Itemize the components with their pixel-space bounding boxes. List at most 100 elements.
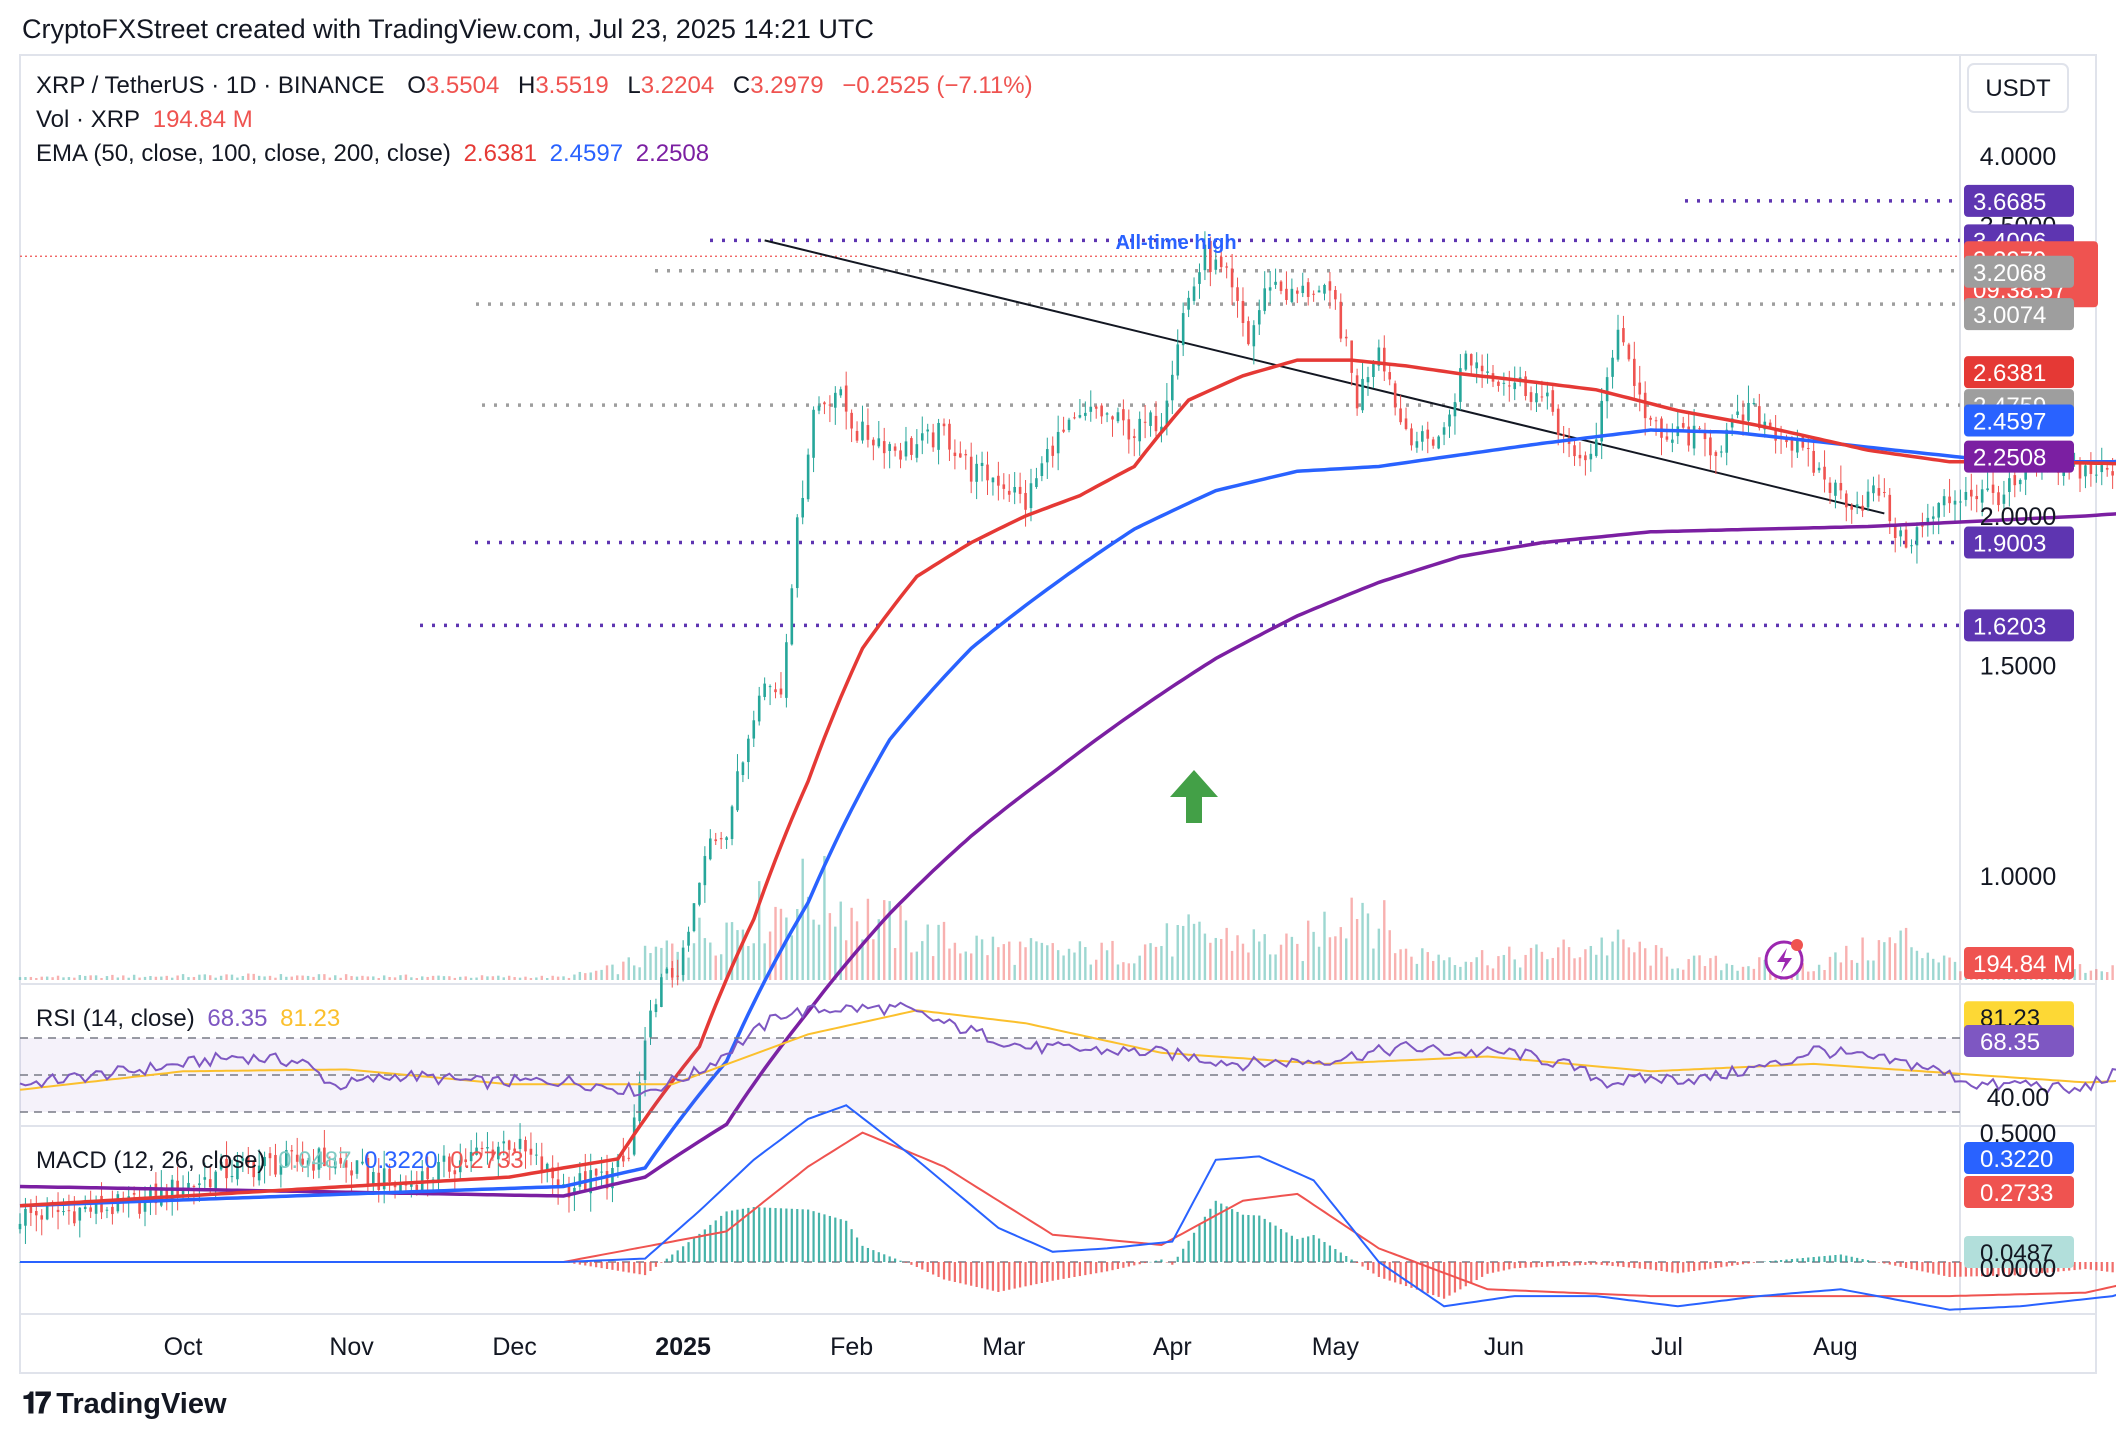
volume-bar [1437, 954, 1440, 980]
volume-bar [1497, 956, 1500, 980]
candle-body [937, 422, 940, 450]
volume-bar [176, 975, 179, 980]
volume-bar [1187, 914, 1190, 980]
candle-body [975, 463, 978, 482]
ema50-line [19, 358, 2116, 1208]
volume-bar [480, 975, 484, 980]
macd-hist-bar [611, 1262, 614, 1270]
macd-hist-bar [1578, 1262, 1582, 1266]
macd-hist-bar [796, 1209, 799, 1262]
candle-body [1948, 496, 1951, 504]
macd-hist-bar [1002, 1262, 1005, 1291]
volume-bar [2100, 971, 2103, 980]
macd-hist-bar [1279, 1229, 1283, 1262]
macd-hist-bar [1535, 1262, 1538, 1268]
macd-hist-bar [1644, 1262, 1647, 1269]
candle-body [1132, 436, 1136, 438]
macd-hist-bar [1464, 1262, 1467, 1287]
price-tag-3.0074 [1964, 298, 2074, 331]
candle-body [1111, 416, 1114, 420]
macd-hist-bar [1904, 1262, 1908, 1268]
volume-bar [1236, 935, 1239, 980]
macd-hist-bar [1084, 1262, 1087, 1276]
volume-bar [1122, 962, 1125, 980]
macd-hist-bar [1774, 1260, 1777, 1262]
volume-bar [1209, 942, 1212, 980]
volume-bar [355, 976, 359, 980]
macd-hist-bar [1828, 1255, 1832, 1262]
candle-body [1301, 285, 1305, 294]
candle-body [1660, 418, 1663, 438]
volume-bar [2084, 972, 2087, 980]
macd-hist-bar [1366, 1262, 1370, 1270]
macd-hist-bar [595, 1262, 598, 1268]
volume-label[interactable]: Vol · XRP [36, 106, 141, 133]
candle-body [350, 1170, 353, 1176]
volume-bar [312, 976, 315, 980]
candle-body [1045, 449, 1049, 463]
macd-hist-bar [1731, 1262, 1734, 1266]
volume-bar [1328, 937, 1332, 980]
volume-bar [497, 975, 500, 980]
symbol-label[interactable]: XRP / TetherUS · 1D · BINANCE [36, 72, 385, 99]
macd-hist-bar [1067, 1262, 1071, 1278]
volume-bar [1660, 947, 1663, 980]
candle-body [279, 1164, 283, 1175]
macd-hist-bar [665, 1258, 668, 1262]
tradingview-logo[interactable]: 𝟏𝟕 TradingView [22, 1388, 227, 1421]
volume-bar [1758, 957, 1761, 980]
descending-trendline [764, 239, 1885, 515]
volume-bar [1937, 962, 1940, 980]
volume-bar [1306, 920, 1310, 980]
volume-bar [942, 921, 946, 980]
volume-bar [1649, 965, 1652, 980]
candle-body [774, 689, 777, 693]
macd-histogram [18, 1200, 2114, 1299]
candle-body [1236, 287, 1239, 301]
volume-bar [1029, 938, 1033, 980]
volume-bar [225, 974, 228, 980]
volume-bar [931, 956, 935, 980]
time-tick-label: Feb [830, 1333, 873, 1361]
volume-bar [1633, 952, 1636, 980]
rsi-label[interactable]: RSI (14, close) [36, 1005, 195, 1032]
macd-hist-bar [893, 1258, 897, 1262]
volume-bar [1643, 948, 1647, 980]
volume-bar [573, 974, 576, 980]
volume-bar [1470, 962, 1473, 980]
candle-body [410, 1182, 413, 1187]
candle-body [877, 438, 881, 447]
macd-hist-bar [1013, 1262, 1016, 1289]
macd-hist-bar [741, 1208, 745, 1262]
replay-lightning-icon [1764, 939, 1804, 980]
volume-bar [2089, 970, 2093, 980]
volume-bar [1176, 924, 1179, 980]
ema-label[interactable]: EMA (50, close, 100, close, 200, close) [36, 140, 451, 167]
candle-body [225, 1158, 228, 1179]
volume-bar [1388, 930, 1391, 980]
macd-hist-bar [1801, 1258, 1804, 1262]
volume-bar [513, 977, 516, 980]
volume-bar [589, 972, 592, 980]
volume-bar [1959, 971, 1962, 980]
candle-body [388, 1168, 391, 1182]
macd-hist-bar [1763, 1261, 1766, 1263]
candle-body [725, 837, 728, 840]
volume-bar [1480, 950, 1484, 980]
candle-body [573, 1187, 576, 1195]
macd-hist-bar [1432, 1262, 1435, 1296]
candle-body [1768, 422, 1772, 428]
candle-body [35, 1210, 38, 1216]
volume-bar [578, 971, 582, 980]
candle-body [1959, 501, 1962, 503]
macd-hist-bar [1687, 1262, 1690, 1272]
volume-bar [812, 919, 815, 980]
volume-bar [1665, 956, 1669, 980]
macd-label[interactable]: MACD (12, 26, close) [36, 1147, 266, 1174]
macd-hist-bar [1975, 1262, 1978, 1277]
volume-bar [1812, 971, 1815, 980]
candle-body [1812, 450, 1815, 473]
macd-hist-bar [660, 1262, 663, 1263]
macd-hist-bar [1459, 1262, 1462, 1290]
